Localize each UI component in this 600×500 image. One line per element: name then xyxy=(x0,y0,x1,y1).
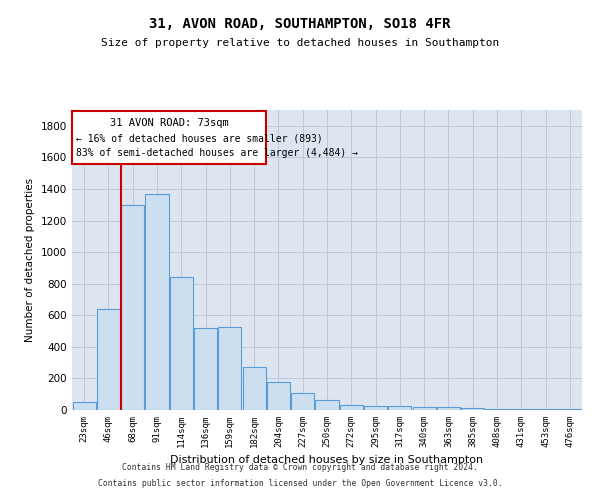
Bar xyxy=(267,382,290,410)
Bar xyxy=(510,409,533,410)
Text: 31 AVON ROAD: 73sqm: 31 AVON ROAD: 73sqm xyxy=(110,118,229,128)
Bar xyxy=(194,328,217,410)
Text: ← 16% of detached houses are smaller (893): ← 16% of detached houses are smaller (89… xyxy=(76,134,323,143)
Bar xyxy=(218,327,241,410)
Bar xyxy=(242,368,266,410)
Bar xyxy=(388,406,412,410)
Y-axis label: Number of detached properties: Number of detached properties xyxy=(25,178,35,342)
Bar xyxy=(73,402,95,410)
Bar xyxy=(437,407,460,410)
Bar xyxy=(291,394,314,410)
Bar xyxy=(170,278,193,410)
Bar xyxy=(121,204,144,410)
Bar xyxy=(485,409,509,410)
Bar xyxy=(364,406,387,410)
Bar xyxy=(340,406,363,410)
Text: Contains HM Land Registry data © Crown copyright and database right 2024.: Contains HM Land Registry data © Crown c… xyxy=(122,464,478,472)
Text: 83% of semi-detached houses are larger (4,484) →: 83% of semi-detached houses are larger (… xyxy=(76,148,358,158)
Text: 31, AVON ROAD, SOUTHAMPTON, SO18 4FR: 31, AVON ROAD, SOUTHAMPTON, SO18 4FR xyxy=(149,18,451,32)
Bar xyxy=(559,409,581,410)
X-axis label: Distribution of detached houses by size in Southampton: Distribution of detached houses by size … xyxy=(170,456,484,466)
Bar xyxy=(534,409,557,410)
Bar xyxy=(316,400,338,410)
Bar xyxy=(145,194,169,410)
Text: Contains public sector information licensed under the Open Government Licence v3: Contains public sector information licen… xyxy=(98,478,502,488)
Bar xyxy=(97,309,120,410)
Bar xyxy=(461,408,484,410)
Bar xyxy=(413,406,436,410)
FancyBboxPatch shape xyxy=(73,111,266,164)
Text: Size of property relative to detached houses in Southampton: Size of property relative to detached ho… xyxy=(101,38,499,48)
